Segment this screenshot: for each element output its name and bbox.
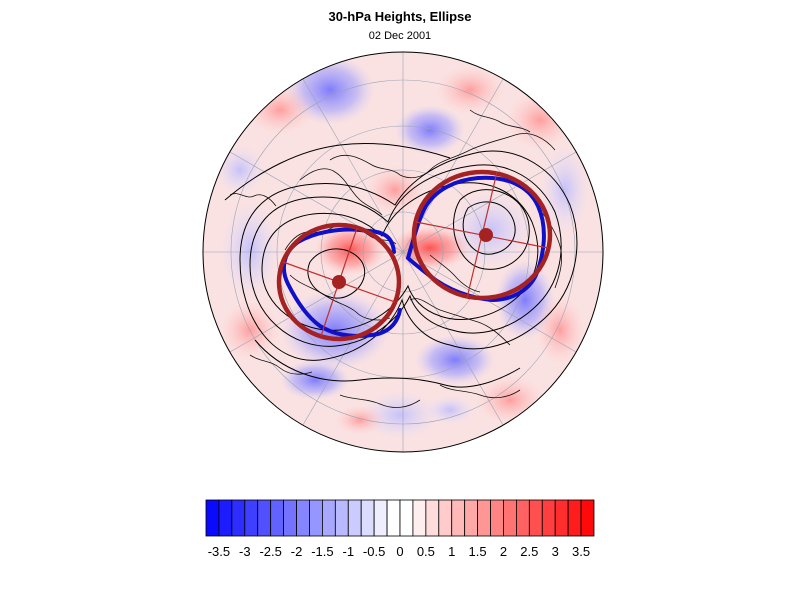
colorbar-box [218, 499, 233, 537]
colorbar-label: 1 [448, 544, 455, 559]
colorbar-box [309, 499, 323, 537]
colorbar-label: -3.5 [208, 544, 230, 559]
colorbar-label: 0 [396, 544, 403, 559]
colorbar-box [425, 499, 440, 537]
colorbar-box [451, 499, 466, 537]
colorbar-box [503, 499, 517, 537]
colorbar-label: 1.5 [469, 544, 487, 559]
colorbar-box [270, 499, 285, 537]
colorbar-box [528, 499, 543, 537]
colorbar-box [283, 499, 297, 537]
colorbar-label: -2 [291, 544, 303, 559]
ellipse-west [276, 222, 402, 342]
colorbar-box [244, 499, 259, 537]
colorbar-label: -1 [342, 544, 354, 559]
colorbar-box [477, 499, 491, 537]
colorbar-box [399, 499, 414, 537]
colorbar-box [231, 499, 246, 537]
colorbar-label: 3 [552, 544, 559, 559]
colorbar-labels: -3.5 -3 -2.5 -2 -1.5 -1 -0.5 0 0.5 1 1.5 2 2.5 3 3.5 [208, 544, 590, 559]
colorbar-label: -0.5 [363, 544, 385, 559]
colorbar-box [554, 499, 569, 537]
colorbar-label: 0.5 [417, 544, 435, 559]
map-border [202, 51, 604, 453]
colorbar-box [567, 499, 582, 537]
colorbar-box [321, 499, 336, 537]
colorbar-label: 3.5 [572, 544, 590, 559]
map-title: 30-hPa Heights, Ellipse [328, 9, 472, 24]
colorbar-box [541, 499, 556, 537]
map-date: 02 Dec 2001 [368, 30, 432, 42]
colorbar-box [360, 499, 375, 537]
colorbar-box [296, 499, 310, 537]
colorbar-box [257, 499, 272, 537]
colorbar-label: -1.5 [311, 544, 333, 559]
colorbar-box [412, 499, 427, 537]
colorbar-label: -2.5 [259, 544, 281, 559]
colorbar-box [386, 499, 401, 537]
colorbar-box [464, 499, 479, 537]
colorbar-label: 2 [500, 544, 507, 559]
colorbar-box [334, 499, 349, 537]
colorbar-box [438, 499, 453, 537]
colorbar-box [516, 499, 530, 537]
colorbar-box [580, 499, 595, 537]
colorbar-box [205, 499, 220, 537]
colorbar-label: 2.5 [520, 544, 538, 559]
colorbar-box [347, 499, 362, 537]
colorbar-box [490, 499, 504, 537]
colorbar-label: -3 [239, 544, 251, 559]
graticule [203, 52, 603, 452]
colorbar-boxes [205, 499, 595, 537]
colorbar-box [373, 499, 388, 537]
ellipse-east [411, 169, 553, 301]
